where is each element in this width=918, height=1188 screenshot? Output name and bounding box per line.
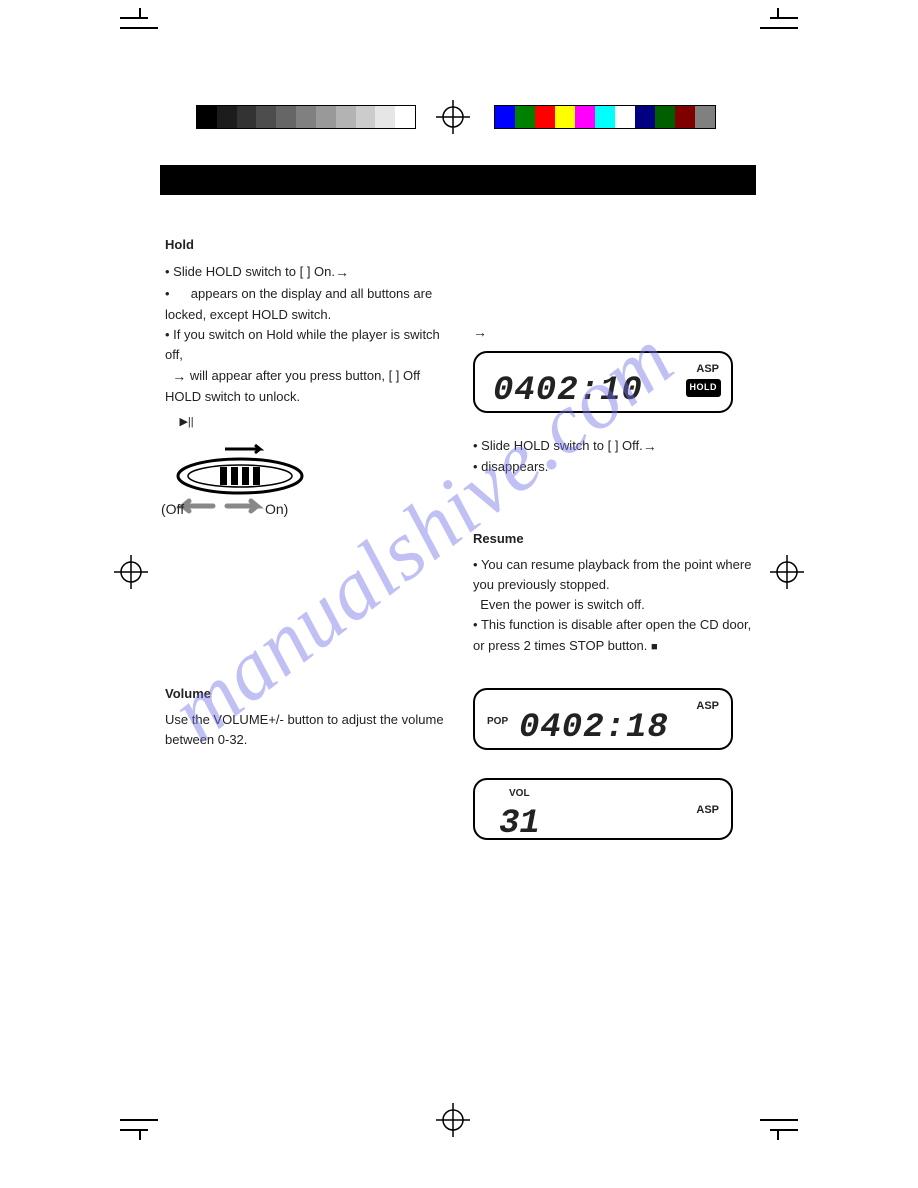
color-calibration-bar — [494, 105, 716, 129]
section-header-bar — [160, 165, 756, 195]
resume-bullet-1: • You can resume playback from the point… — [473, 555, 755, 595]
hold-note-playpause: ▶|| — [165, 411, 455, 431]
resume-section: Resume • You can resume playback from th… — [165, 529, 755, 656]
arrow-right-icon — [225, 445, 260, 453]
resume-bullet-2: Even the power is switch off. — [473, 595, 755, 615]
hold-text-right-arrow: → — [473, 321, 755, 343]
page-content: Hold • Slide HOLD switch to [ ] On.→ • —… — [165, 235, 755, 846]
arrow-right-icon: → — [172, 366, 186, 388]
hold-bullet-2: • — appears on the display and all butto… — [165, 283, 455, 325]
lcd-main-readout: 0402:18 — [519, 702, 669, 755]
arrow-left-icon — [183, 501, 213, 511]
hold-section: Hold • Slide HOLD switch to [ ] On.→ • —… — [165, 235, 755, 521]
lcd-asp-label: ASP — [696, 698, 719, 715]
hold-bullet-3: • If you switch on Hold while the player… — [165, 325, 455, 365]
hold-title: Hold — [165, 235, 455, 255]
arrow-right-icon: → — [643, 436, 657, 458]
lcd-display-volume: VOL 31 ASP — [473, 778, 733, 840]
lcd-asp-label: ASP — [696, 802, 719, 819]
play-pause-icon: ▶|| — [179, 416, 193, 428]
lcd-display-playing: POP 0402:18 ASP — [473, 688, 733, 750]
lcd-display-hold: 0402:10 ASP HOLD — [473, 351, 733, 413]
registration-mark-top — [436, 100, 470, 139]
volume-section: Volume Use the VOLUME+/- button to adjus… — [165, 684, 755, 840]
lcd-vol-value: 31 — [499, 798, 540, 851]
registration-mark-left — [114, 555, 148, 594]
crop-mark-bottom-left — [120, 1108, 160, 1148]
arrow-right-icon — [227, 501, 257, 511]
resume-title: Resume — [473, 529, 755, 549]
lcd-eq-label: POP — [487, 714, 508, 730]
hold-bullet-4: → will appear after you press button, [ … — [165, 365, 455, 407]
volume-title: Volume — [165, 684, 455, 704]
registration-mark-right — [770, 555, 804, 594]
registration-mark-bottom — [436, 1103, 470, 1142]
arrow-right-icon: → — [473, 322, 487, 344]
hold-switch-diagram: (Off On) — [165, 441, 305, 521]
hold-bullet-6: • disappears. — [473, 457, 755, 477]
crop-mark-bottom-right — [758, 1108, 798, 1148]
lcd-hold-badge: HOLD — [686, 379, 722, 397]
arrow-right-icon: → — [335, 262, 349, 284]
lcd-asp-label: ASP — [696, 361, 719, 378]
crop-mark-top-right — [758, 0, 798, 40]
grayscale-calibration-bar — [196, 105, 416, 129]
hold-bullet-5: • Slide HOLD switch to [ ] Off.→ — [473, 435, 755, 457]
hold-off-label: (Off — [161, 499, 184, 521]
stop-icon: ■ — [651, 641, 658, 653]
lcd-main-readout: 0402:10 — [493, 365, 643, 418]
resume-bullet-3: • This function is disable after open th… — [473, 615, 755, 655]
crop-mark-top-left — [120, 0, 160, 40]
hold-on-label: On) — [265, 499, 288, 521]
hold-bullet-1: • Slide HOLD switch to [ ] On.→ — [165, 261, 455, 283]
volume-body: Use the VOLUME+/- button to adjust the v… — [165, 710, 455, 750]
